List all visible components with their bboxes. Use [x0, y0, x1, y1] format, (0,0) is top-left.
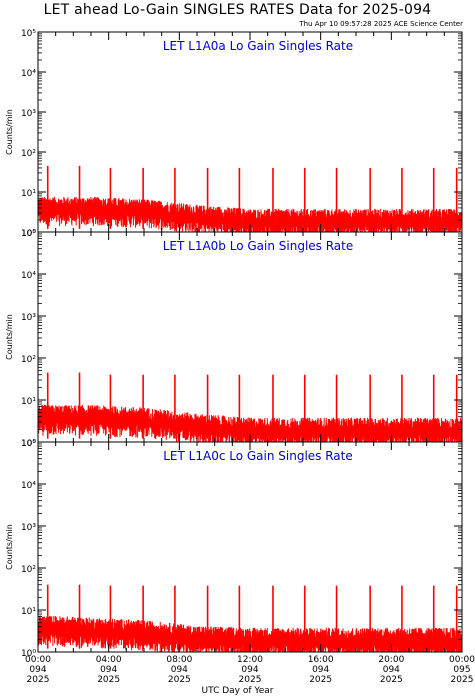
page-title: LET ahead Lo-Gain SINGLES RATES Data for…: [43, 2, 432, 18]
y-tick-label: 10³: [21, 313, 36, 323]
y-axis-label: Counts/min: [5, 314, 14, 360]
x-tick-label: 12:00: [237, 655, 263, 665]
y-tick-label: 10²: [21, 565, 36, 575]
panel-title: LET L1A0b Lo Gain Singles Rate: [163, 239, 354, 253]
x-tick-label: 08:00: [166, 655, 192, 665]
x-tick-label: 094: [383, 665, 400, 675]
y-tick-label: 10⁰: [21, 229, 36, 239]
y-tick-label: 10⁴: [21, 481, 36, 491]
y-axis-label: Counts/min: [5, 524, 14, 570]
y-tick-label: 10⁴: [21, 69, 36, 79]
x-tick-label: 2025: [239, 675, 262, 685]
x-tick-label: 095: [453, 665, 470, 675]
y-tick-label: 10⁴: [21, 271, 36, 281]
chart-panel-1: 10⁰ 10¹ 10² 10³ 10⁴ 10⁵ Counts/min LET L1A0a Lo…: [5, 29, 463, 239]
chart-panel-3: 10⁰ 10¹ 10² 10³ 10⁴ 10⁵ Counts/min LET L1A0c Lo…: [5, 439, 463, 659]
x-tick-label: 2025: [309, 675, 332, 685]
panel-title: LET L1A0c Lo Gain Singles Rate: [163, 449, 353, 463]
y-axis-label: Counts/min: [5, 109, 14, 155]
y-tick-label: 10¹: [21, 189, 36, 199]
y-tick-label: 10⁵: [21, 439, 36, 449]
chart-panel-2: 10⁰ 10¹ 10² 10³ 10⁴ 10⁵ Counts/min LET L1A0b Lo…: [5, 229, 463, 449]
x-tick-label: 094: [29, 665, 46, 675]
x-tick-label: 00:00: [25, 655, 51, 665]
y-tick-label: 10⁰: [21, 649, 36, 659]
x-tick-label: 2025: [168, 675, 191, 685]
x-tick-label: 2025: [380, 675, 403, 685]
x-tick-label: 00:00: [449, 655, 475, 665]
x-axis-title: UTC Day of Year: [201, 686, 274, 696]
y-tick-label: 10¹: [21, 397, 36, 407]
y-tick-label: 10²: [21, 355, 36, 365]
x-tick-label: 16:00: [308, 655, 334, 665]
timestamp: Thu Apr 10 09:57:28 2025 ACE Science Cen…: [299, 20, 463, 28]
x-tick-label: 094: [171, 665, 188, 675]
y-tick-label: 10¹: [21, 607, 36, 617]
y-tick-label: 10³: [21, 523, 36, 533]
x-tick-label: 2025: [27, 675, 50, 685]
y-tick-label: 10⁵: [21, 229, 36, 239]
panel-title: LET L1A0a Lo Gain Singles Rate: [163, 39, 353, 53]
x-tick-label: 094: [241, 665, 258, 675]
x-tick-label: 2025: [451, 675, 474, 685]
x-tick-label: 20:00: [378, 655, 404, 665]
x-tick-label: 094: [100, 665, 117, 675]
y-tick-label: 10²: [21, 149, 36, 159]
x-tick-label: 04:00: [96, 655, 122, 665]
y-tick-label: 10⁰: [21, 439, 36, 449]
y-tick-label: 10⁵: [21, 29, 36, 39]
x-tick-label: 094: [312, 665, 329, 675]
x-tick-label: 2025: [97, 675, 120, 685]
y-tick-label: 10³: [21, 109, 36, 119]
